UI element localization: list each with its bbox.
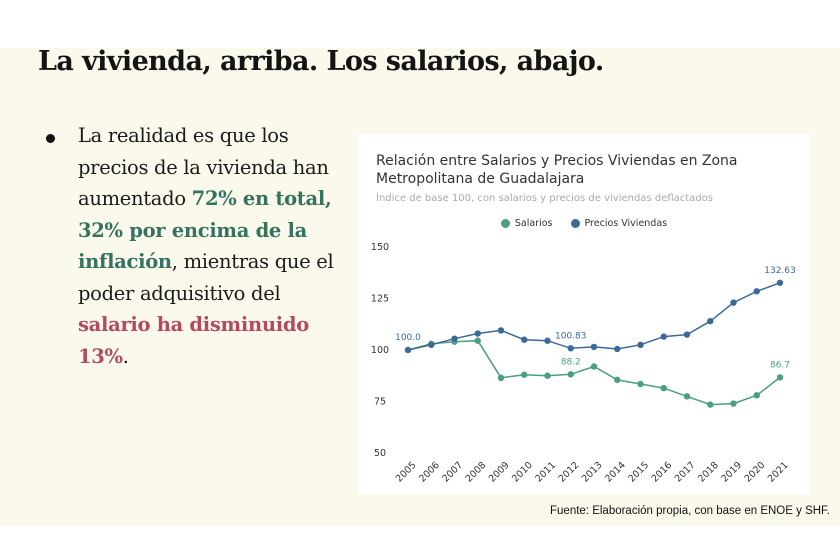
data-label: 132.63 [764,266,796,276]
x-tick-label: 2016 [650,460,675,485]
legend-label-salarios: Salarios [514,218,553,229]
y-tick-label: 150 [371,242,389,253]
data-point-salarios [753,392,760,399]
x-tick-label: 2013 [580,460,605,485]
data-label: 100.83 [555,331,587,341]
x-tick-label: 2010 [510,460,535,485]
data-point-salarios [660,384,667,392]
data-point-viviendas [776,279,784,286]
data-point-viviendas [544,337,551,344]
data-point-salarios [474,337,481,344]
y-tick-label: 75 [374,397,386,408]
bullet-text-part2: , mientras que el poder adquisitivo del [78,250,334,305]
x-tick-label: 2021 [766,460,791,485]
x-tick-label: 2017 [673,460,698,485]
data-point-viviendas [497,327,505,334]
data-point-viviendas [637,341,644,349]
x-tick-label: 2012 [557,460,582,485]
data-point-viviendas [660,333,667,340]
data-label: 100.0 [395,333,421,343]
line-chart: 5075100125150200520062007200820092010201… [371,242,796,485]
bullet-paragraph: La realidad es que los precios de la viv… [78,120,348,372]
data-point-salarios [567,371,574,378]
data-point-salarios [637,380,644,388]
data-point-salarios [521,371,528,378]
data-point-viviendas [428,341,435,349]
data-point-viviendas [474,330,481,337]
legend-label-viviendas: Precios Viviendas [584,218,668,229]
x-tick-label: 2006 [417,460,442,485]
legend-dot-salarios [500,219,510,228]
data-point-viviendas [614,345,621,353]
data-point-viviendas [707,317,714,325]
data-point-viviendas [567,345,574,352]
data-point-salarios [730,400,737,407]
slide-title: La vivienda, arriba. Los salarios, abajo… [38,46,604,77]
data-point-viviendas [730,299,737,306]
legend-item-salarios[interactable]: Salarios [500,218,553,229]
highlight-housing-increase: 72% en total, 32% por encima de la infla… [78,187,332,273]
chart-card: Relación entre Salarios y Precios Vivien… [358,134,810,494]
data-point-viviendas [451,335,458,342]
source-note: Fuente: Elaboración propia, con base en … [550,505,830,517]
data-point-viviendas [404,346,412,354]
x-tick-label: 2015 [626,460,651,485]
chart-subtitle: Índice de base 100, con salarios y preci… [376,193,714,204]
data-point-salarios [544,372,551,379]
data-point-salarios [614,376,621,384]
data-point-viviendas [590,343,598,351]
x-tick-label: 2019 [719,460,744,485]
highlight-salary-decrease: salario ha disminuido 13% [78,313,309,368]
chart-legend: Salarios Precios Viviendas [358,218,810,229]
chart-title: Relación entre Salarios y Precios Vivien… [376,153,738,187]
data-point-salarios [776,374,784,381]
y-tick-label: 50 [374,448,386,459]
y-tick-label: 100 [371,345,389,356]
series-line-viviendas [407,282,781,351]
data-point-salarios [683,393,691,400]
data-label: 88.2 [561,357,581,367]
x-tick-label: 2018 [696,460,721,485]
bullet-text-part1: La realidad es que los precios de la viv… [78,124,329,210]
x-tick-label: 2007 [440,460,465,485]
y-tick-label: 125 [371,294,389,305]
bullet-text-part3: . [122,344,129,368]
x-tick-label: 2009 [487,460,512,485]
bullet-icon [46,134,55,143]
x-tick-label: 2014 [603,460,628,485]
data-point-viviendas [683,331,691,338]
data-label: 86.7 [770,360,790,370]
data-point-viviendas [753,288,760,295]
series-line-salarios [407,339,781,406]
x-tick-label: 2020 [743,460,768,485]
legend-item-viviendas[interactable]: Precios Viviendas [570,218,668,229]
data-point-salarios [707,401,714,408]
data-point-salarios [497,374,505,382]
data-point-salarios [590,363,598,370]
x-tick-label: 2005 [394,460,419,485]
x-tick-label: 2011 [533,460,558,485]
x-tick-label: 2008 [464,460,489,485]
legend-dot-viviendas [570,219,580,228]
data-point-viviendas [521,336,528,343]
